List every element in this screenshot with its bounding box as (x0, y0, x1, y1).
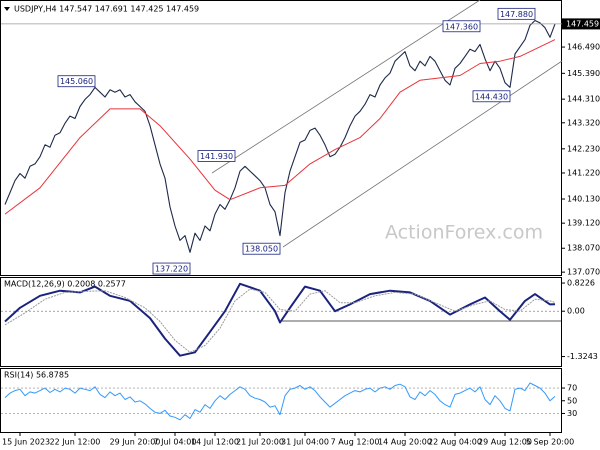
y-tick-label: 140.130 (567, 195, 600, 204)
annotation-label: 147.880 (500, 10, 533, 19)
annotation-label: 147.360 (445, 22, 478, 31)
macd-panel (0, 277, 562, 367)
y-tick-label: 0.8226 (567, 279, 595, 288)
x-tick-label: 5 Sep 20:00 (526, 438, 574, 447)
y-tick-label: 0.00 (567, 307, 585, 316)
x-tick-label: 22 Aug 04:00 (428, 438, 482, 447)
series-line (4, 382, 556, 421)
y-tick-label: 143.320 (567, 118, 600, 127)
annotation-label: 141.930 (200, 152, 233, 161)
x-tick-label: 7 Jul 04:00 (154, 438, 197, 447)
x-tick-label: 29 Aug 12:00 (478, 438, 532, 447)
channel-upper (211, 0, 481, 174)
y-tick-label: 70 (567, 384, 577, 393)
last-price-label: 147.459 (566, 19, 599, 28)
annotation-label: 137.220 (155, 265, 188, 274)
annotation-box (472, 90, 511, 103)
x-tick-label: 31 Jul 04:00 (281, 438, 329, 447)
y-tick-label: -1.3243 (567, 352, 598, 361)
y-tick-label: 141.220 (567, 168, 600, 177)
y-tick-label: 139.120 (567, 219, 600, 228)
annotation-box (152, 262, 191, 275)
annotation-box (57, 75, 96, 88)
y-tick-label: 138.070 (567, 244, 600, 253)
x-tick-label: 29 Jun 20:00 (110, 438, 161, 447)
annotation-label: 144.430 (475, 92, 508, 101)
x-tick-label: 21 Jul 20:00 (236, 438, 284, 447)
series-line (4, 19, 556, 253)
price-panel (0, 0, 562, 276)
y-tick-label: 50 (567, 396, 577, 405)
rsi-title: RSI(14) 56.8785 (4, 371, 69, 380)
annotation-label: 138.050 (245, 245, 278, 254)
y-tick-label: 146.490 (567, 43, 600, 52)
series-line (4, 39, 556, 215)
series-line (4, 282, 556, 357)
annotation-label: 145.060 (60, 77, 93, 86)
x-tick-label: 7 Aug 12:00 (331, 438, 380, 447)
rsi-panel (0, 368, 562, 433)
x-tick-label: 22 Jun 12:00 (50, 438, 101, 447)
menu-triangle (4, 7, 10, 11)
channel-lower (282, 60, 563, 248)
annotation-box (242, 242, 281, 255)
y-tick-label: 142.230 (567, 144, 600, 153)
x-tick-label: 15 Jun 2023 (2, 438, 50, 447)
x-tick-label: 14 Jul 12:00 (191, 438, 239, 447)
annotation-box (497, 7, 536, 20)
price-title: USDJPY,H4 147.547 147.691 147.425 147.45… (14, 5, 199, 14)
macd-title: MACD(12,26,9) 0.2008 0.2577 (4, 280, 126, 289)
y-tick-label: 144.310 (567, 95, 600, 104)
y-tick-label: 145.390 (567, 69, 600, 78)
y-tick-label: 30 (567, 409, 577, 418)
x-tick-label: 14 Aug 20:00 (378, 438, 432, 447)
series-line (4, 288, 556, 353)
y-tick-label: 137.070 (567, 268, 600, 277)
watermark: ActionForex.com (385, 222, 543, 244)
annotation-box (197, 150, 236, 162)
annotation-box (442, 20, 481, 33)
last-price-box (562, 18, 600, 30)
